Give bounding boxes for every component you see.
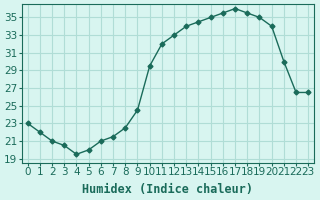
X-axis label: Humidex (Indice chaleur): Humidex (Indice chaleur) bbox=[83, 183, 253, 196]
